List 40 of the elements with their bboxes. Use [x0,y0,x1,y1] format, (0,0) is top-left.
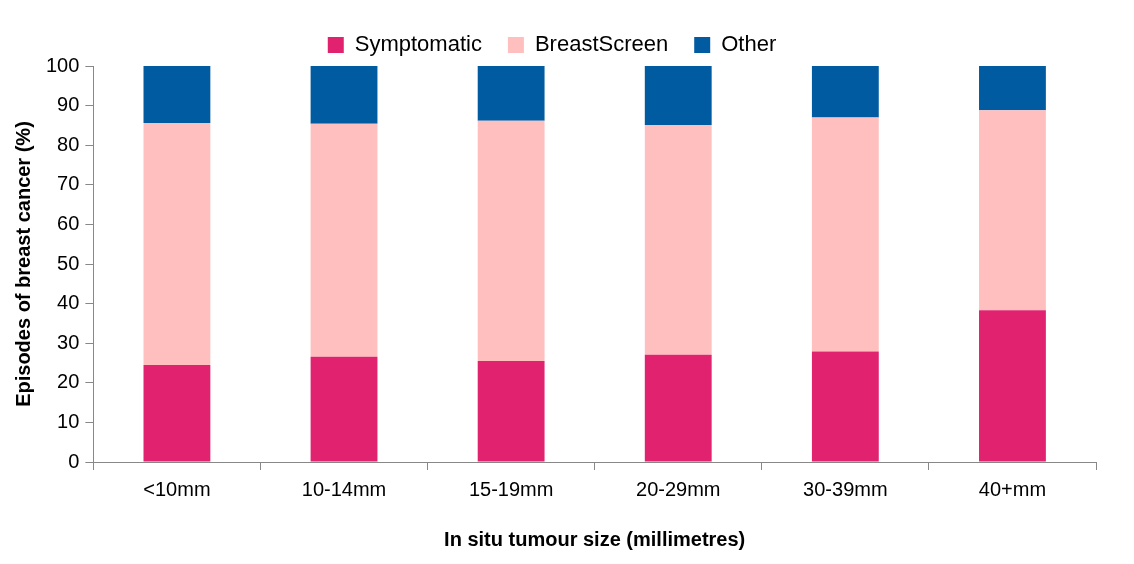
bar [979,310,1046,462]
y-tick-label: 50 [57,251,80,274]
x-tick-label: 10-14mm [301,477,387,500]
y-tick-label: 100 [45,53,80,76]
y-tick-label: 60 [57,211,80,234]
x-tick-label: 40+mm [978,477,1047,500]
y-tick-label: 90 [57,93,80,116]
bar [644,354,712,462]
bar [979,66,1046,111]
x-tick-label: <10mm [143,477,211,500]
y-tick-label: 80 [57,132,80,155]
bar [811,351,879,462]
bar [310,66,378,124]
y-tick-label: 30 [57,330,80,353]
bar [979,110,1046,311]
bar [477,66,545,121]
y-tick-label: 70 [57,172,80,195]
bar [143,123,211,365]
bar [644,125,712,355]
y-tick-label: 40 [57,291,80,314]
bar [143,66,211,124]
y-tick-label: 10 [57,409,80,432]
y-tick-label: 0 [68,449,80,472]
x-tick-label: 20-29mm [635,477,721,500]
bar [310,123,378,357]
bar [143,364,211,462]
legend-label: Symptomatic [354,31,482,57]
bar [477,120,545,362]
bar [310,356,378,462]
bar [811,66,879,118]
legend-label: BreastScreen [534,31,669,57]
x-tick-label: 15-19mm [468,477,554,500]
y-axis-title: Episodes of breast cancer (%) [11,121,34,407]
legend-label: Other [721,31,777,57]
y-tick-label: 20 [57,370,80,393]
bar [477,361,545,462]
bar [811,117,879,352]
x-axis-title: In situ tumour size (millimetres) [444,527,746,550]
x-tick-label: 30-39mm [803,477,888,500]
bar [644,66,712,125]
